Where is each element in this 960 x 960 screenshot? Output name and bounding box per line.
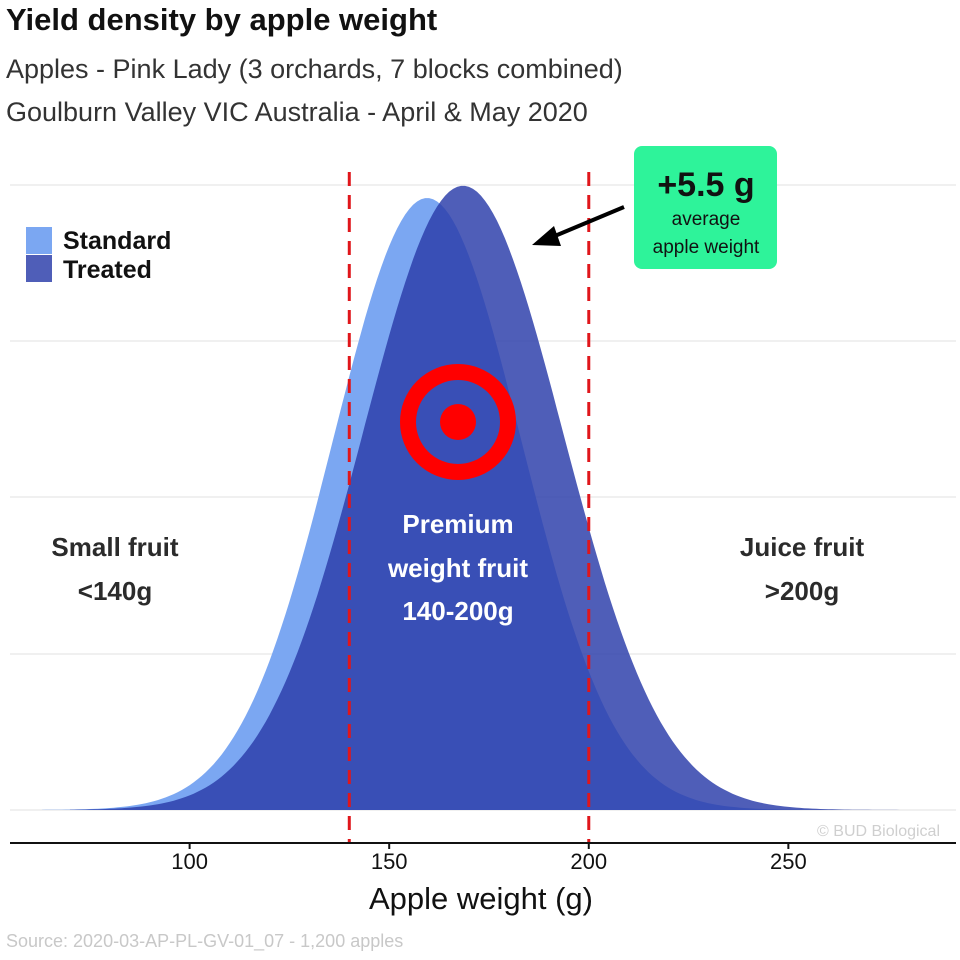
x-tick-label: 150 (371, 849, 408, 874)
source-note: Source: 2020-03-AP-PL-GV-01_07 - 1,200 a… (6, 931, 404, 951)
callout: +5.5 g average apple weight (532, 146, 777, 269)
density-areas (41, 185, 929, 811)
threshold-lines (347, 172, 591, 843)
x-axis-title: Apple weight (g) (369, 881, 593, 916)
zone-premium-line-2: weight fruit (387, 553, 528, 583)
callout-line-1: average (672, 209, 741, 230)
x-tick-label: 100 (171, 849, 208, 874)
zone-juice-line-2: >200g (765, 576, 839, 606)
legend-swatch-treated (26, 255, 52, 282)
zone-small-line-2: <140g (78, 576, 152, 606)
callout-arrow-shaft (549, 205, 625, 240)
x-tick-label: 200 (570, 849, 607, 874)
legend-label-standard: Standard (63, 227, 171, 255)
callout-arrow-head (532, 226, 561, 246)
zone-premium-line-3: 140-200g (402, 596, 513, 626)
chart-subtitle-line-2: Goulburn Valley VIC Australia - April & … (6, 97, 588, 127)
chart-credit: © BUD Biological (817, 823, 940, 840)
callout-value: +5.5 g (657, 166, 754, 204)
chart-title: Yield density by apple weight (6, 2, 438, 37)
zone-juice-line-1: Juice fruit (740, 532, 865, 562)
zone-small-line-1: Small fruit (51, 532, 178, 562)
legend-swatch-standard (26, 227, 52, 254)
legend: Standard Treated (26, 227, 171, 284)
zone-premium-line-1: Premium (402, 509, 513, 539)
chart-subtitle-line-1: Apples - Pink Lady (3 orchards, 7 blocks… (6, 54, 623, 84)
callout-line-2: apple weight (653, 237, 760, 258)
x-tick-label: 250 (770, 849, 807, 874)
legend-label-treated: Treated (63, 256, 152, 284)
callout-box (634, 146, 777, 269)
x-axis-ticks: 100 150 200 250 (171, 843, 807, 874)
density-area-treated (69, 185, 929, 810)
target-icon (400, 364, 516, 480)
